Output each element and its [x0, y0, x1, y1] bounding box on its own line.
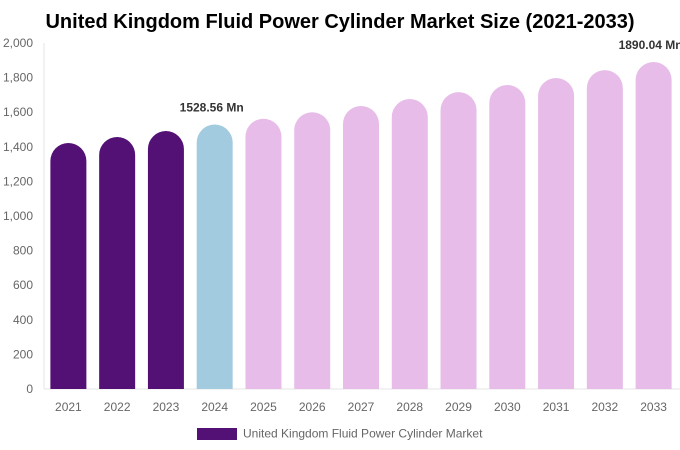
bar-2027[interactable]	[343, 105, 379, 390]
data-label: 1890.04 Mn	[619, 38, 680, 52]
y-tick-label: 400	[13, 313, 33, 327]
x-tick-label: 2033	[640, 400, 667, 414]
y-tick-label: 600	[13, 278, 33, 292]
y-tick-label: 1,200	[3, 174, 33, 188]
bar-2030[interactable]	[489, 85, 526, 389]
x-tick-label: 2026	[299, 400, 326, 414]
chart-title: United Kingdom Fluid Power Cylinder Mark…	[45, 11, 634, 33]
x-tick-label: 2025	[250, 400, 277, 414]
bar-2031[interactable]	[538, 77, 575, 390]
y-tick-label: 1,000	[3, 209, 33, 223]
legend[interactable]: United Kingdom Fluid Power Cylinder Mark…	[197, 427, 483, 441]
x-tick-label: 2021	[55, 400, 82, 414]
legend-label: United Kingdom Fluid Power Cylinder Mark…	[243, 427, 483, 441]
bar-2029[interactable]	[440, 92, 477, 389]
data-label: 1528.56 Mn	[180, 101, 244, 115]
x-tick-label: 2029	[445, 400, 472, 414]
bars	[50, 62, 672, 390]
x-tick-label: 2030	[494, 400, 521, 414]
y-tick-label: 1,800	[3, 71, 33, 85]
data-labels: 1528.56 Mn 1890.04 Mn	[180, 38, 680, 115]
y-tick-label: 1,600	[3, 105, 33, 119]
y-tick-label: 800	[13, 244, 33, 258]
x-tick-label: 2028	[396, 400, 423, 414]
bar-2033[interactable]	[635, 62, 672, 390]
y-axis: 0 200 400 600 800 1,000 1,200 1,400 1,600 1,800 2,…	[3, 36, 680, 396]
x-tick-label: 2024	[201, 400, 228, 414]
bar-2028[interactable]	[391, 99, 428, 389]
y-tick-label: 200	[13, 347, 33, 361]
y-tick-label: 2,000	[3, 36, 33, 50]
legend-swatch	[197, 428, 237, 440]
bar-2022[interactable]	[99, 136, 136, 389]
x-tick-label: 2027	[348, 400, 375, 414]
bar-2032[interactable]	[586, 70, 623, 389]
bar-2024[interactable]	[196, 124, 233, 390]
bar-2026[interactable]	[294, 112, 331, 389]
bar-2021[interactable]	[50, 143, 87, 389]
x-tick-label: 2022	[104, 400, 131, 414]
x-tick-label: 2031	[543, 400, 570, 414]
x-axis: 2021 2022 2023 2024 2025 2026 2027 2028 2029 2030…	[55, 400, 667, 414]
x-tick-label: 2023	[153, 400, 180, 414]
bar-2025[interactable]	[245, 118, 282, 390]
y-tick-label: 0	[26, 382, 33, 396]
x-tick-label: 2032	[591, 400, 618, 414]
bar-2023[interactable]	[147, 131, 184, 389]
y-tick-label: 1,400	[3, 140, 33, 154]
